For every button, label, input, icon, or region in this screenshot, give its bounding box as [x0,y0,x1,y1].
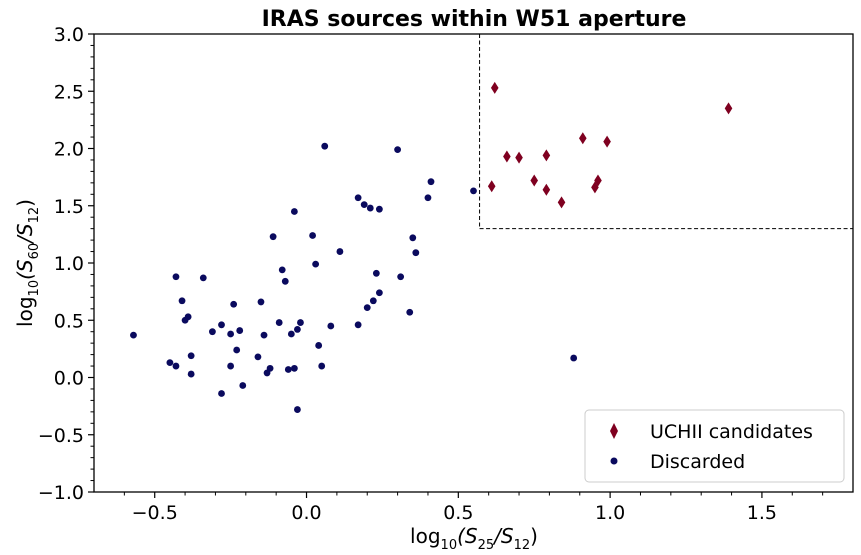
discarded-point [254,353,262,361]
discarded-point [336,248,344,255]
discarded-point [406,308,414,316]
discarded-point [354,194,362,202]
uchii-candidate-point [503,150,511,163]
y-tick-label: 0.0 [54,368,84,390]
discarded-point [187,352,195,360]
y-tick-label: 0.5 [54,310,84,332]
discarded-point [269,233,277,241]
discarded-point [369,297,377,305]
y-tick-label: −0.5 [38,425,84,447]
discarded-point [130,331,137,339]
discarded-point [187,370,195,378]
discarded-point [394,146,401,154]
x-tick-label: 1.5 [747,502,777,524]
uchii-candidate-point [557,196,566,209]
y-tick-label: 2.5 [54,81,84,103]
uchii-candidate-point [594,174,602,187]
uchii-candidate-point [542,183,551,196]
discarded-point [312,260,320,268]
discarded-point [233,346,241,354]
y-tick-label: 1.5 [54,196,84,218]
legend-box [584,409,845,483]
discarded-point [178,297,186,305]
uchii-candidate-point [490,81,499,94]
uchii-candidate-point [578,132,587,145]
discarded-point [290,208,298,215]
data-points [130,81,733,413]
discarded-point [209,328,216,336]
y-axis-label: log10(S60/S12) [13,199,42,327]
discarded-point [409,234,417,242]
discarded-point [284,366,292,373]
y-tick-label: 3.0 [54,24,84,46]
discarded-point [366,204,374,212]
discarded-point [294,326,301,333]
discarded-point [297,319,304,326]
legend-marker-uchii [610,423,618,439]
discarded-point [470,187,477,195]
x-tick-label: 0.0 [291,502,321,524]
discarded-point [372,269,380,277]
x-tick-label: 0.5 [443,502,473,524]
discarded-point [266,364,274,372]
legend-label-discarded: Discarded [650,451,745,473]
discarded-point [227,362,235,370]
discarded-point [318,362,326,370]
discarded-point [287,330,295,338]
discarded-point [294,406,301,413]
uchii-candidate-point [542,149,551,162]
x-axis-label: log10(S25/S12) [410,524,538,553]
discarded-point [236,327,244,334]
discarded-point [227,330,235,338]
discarded-point [570,354,578,362]
plot-frame [93,33,854,493]
selection-box [479,34,853,230]
discarded-point [363,304,371,312]
y-tick-label: 1.0 [54,253,84,275]
discarded-point [278,266,286,274]
discarded-point [375,289,383,297]
discarded-point [260,331,268,339]
discarded-point [397,273,405,281]
discarded-point [172,273,180,281]
discarded-point [184,313,192,321]
chart-title: IRAS sources within W51 aperture [262,7,687,32]
discarded-point [172,362,180,370]
discarded-point [321,142,329,150]
discarded-point [218,321,225,329]
discarded-point [290,364,298,372]
discarded-point [281,277,289,285]
discarded-point [424,194,432,202]
uchii-candidate-point [515,151,523,164]
discarded-point [166,359,174,367]
x-tick-label: 1.0 [595,502,625,524]
discarded-point [218,390,225,397]
uchii-candidate-point [724,102,733,115]
uchii-candidate-point [603,135,611,148]
axis-ticks: −0.5 0.0 0.5 1.0 1.5 −1.0 −0.5 0.0 0.5 1.0 1.5 2.0 2… [38,24,824,524]
discarded-point [412,249,420,257]
uchii-candidate-point [530,174,539,187]
discarded-point [375,205,383,213]
legend-marker-discarded [610,457,618,465]
discarded-point [275,319,283,326]
uchii-candidate-point [487,180,496,193]
y-tick-label: 2.0 [54,139,84,161]
discarded-point [327,322,335,330]
discarded-point [427,178,435,186]
legend-label-uchii: UCHII candidates [650,421,813,443]
discarded-point [354,321,362,329]
discarded-point [239,382,247,389]
discarded-point [199,274,207,282]
discarded-point [360,201,368,209]
discarded-point [315,342,323,349]
legend: UCHII candidates Discarded [584,409,845,483]
y-tick-label: −1.0 [38,482,84,504]
x-tick-label: −0.5 [132,502,178,524]
discarded-point [230,300,238,308]
discarded-point [309,232,316,239]
discarded-point [257,298,265,306]
